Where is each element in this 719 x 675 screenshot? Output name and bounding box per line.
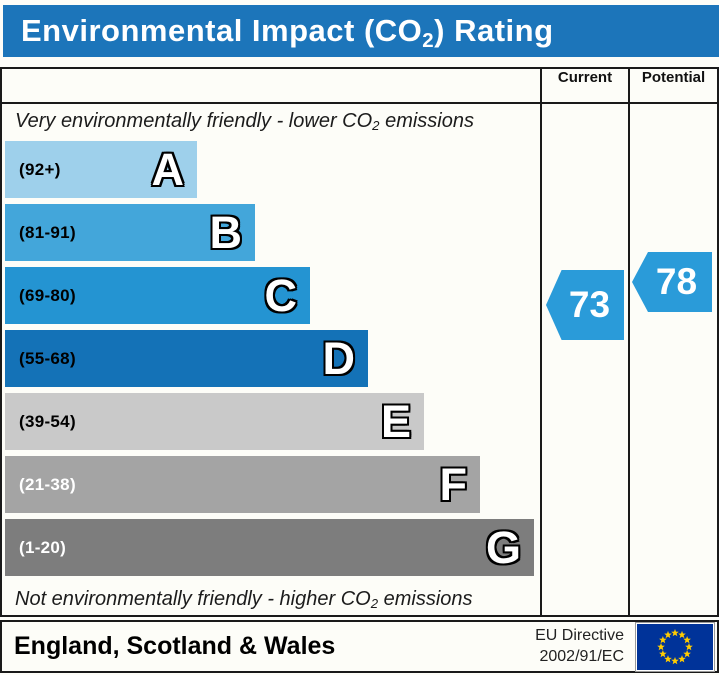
potential-header-label: Potential — [641, 69, 706, 86]
current-rating-column: 73 — [540, 104, 628, 615]
band-row-C: (69-80) C — [5, 267, 540, 324]
band-range-label: (69-80) — [19, 285, 76, 305]
table-header-row: Current Potential — [2, 69, 717, 104]
page-title: Environmental Impact (CO2) Rating — [21, 13, 554, 52]
band-row-A: (92+) A — [5, 141, 540, 198]
rating-table: Current Potential Very environmentally f… — [0, 67, 719, 617]
band-range-label: (92+) — [19, 159, 61, 179]
band-bar-D: (55-68) D — [5, 330, 368, 387]
band-letter: F — [439, 459, 468, 510]
eu-directive-line1: EU Directive — [535, 626, 624, 644]
eu-directive-line2: 2002/91/EC — [539, 647, 624, 665]
band-bar-E: (39-54) E — [5, 393, 424, 450]
top-note: Very environmentally friendly - lower CO… — [15, 110, 474, 133]
potential-rating-value: 78 — [655, 261, 698, 302]
table-body-row: Very environmentally friendly - lower CO… — [2, 104, 717, 615]
band-range-label: (21-38) — [19, 474, 76, 494]
band-letter: G — [485, 522, 521, 573]
chart-title-bar: Environmental Impact (CO2) Rating — [3, 5, 719, 57]
band-row-G: (1-20) G — [5, 519, 540, 576]
band-range-label: (81-91) — [19, 222, 76, 242]
region-label: England, Scotland & Wales — [14, 632, 336, 660]
header-spacer-cell — [2, 69, 540, 102]
current-header-label: Current — [557, 69, 613, 86]
band-letter: D — [322, 333, 356, 384]
band-letter: A — [151, 144, 185, 195]
band-letter: E — [380, 396, 411, 447]
band-bar-A: (92+) A — [5, 141, 197, 198]
current-rating-value: 73 — [568, 284, 611, 325]
band-range-label: (39-54) — [19, 411, 76, 431]
rating-bands: (92+) A (81-91) B (69-80) C (55-68) D (39-54) E (2… — [5, 139, 540, 576]
band-row-B: (81-91) B — [5, 204, 540, 261]
eu-flag-icon — [635, 621, 715, 672]
band-range-label: (1-20) — [19, 537, 67, 557]
band-bar-G: (1-20) G — [5, 519, 534, 576]
bottom-note: Not environmentally friendly - higher CO… — [15, 588, 473, 611]
footer-bar: England, Scotland & Wales EU Directive 2… — [0, 620, 719, 673]
current-rating-arrow: 73 — [546, 270, 624, 340]
potential-rating-arrow: 78 — [632, 252, 712, 312]
band-bar-F: (21-38) F — [5, 456, 480, 513]
band-bar-B: (81-91) B — [5, 204, 255, 261]
bands-column: Very environmentally friendly - lower CO… — [2, 104, 540, 615]
band-bar-C: (69-80) C — [5, 267, 310, 324]
band-row-F: (21-38) F — [5, 456, 540, 513]
band-row-D: (55-68) D — [5, 330, 540, 387]
potential-rating-column: 78 — [628, 104, 717, 615]
band-letter: C — [264, 270, 298, 321]
band-range-label: (55-68) — [19, 348, 76, 368]
potential-column-header: Potential — [628, 69, 717, 102]
eu-directive-label: EU Directive 2002/91/EC — [535, 626, 624, 668]
band-row-E: (39-54) E — [5, 393, 540, 450]
current-column-header: Current — [540, 69, 628, 102]
band-letter: B — [209, 207, 243, 258]
